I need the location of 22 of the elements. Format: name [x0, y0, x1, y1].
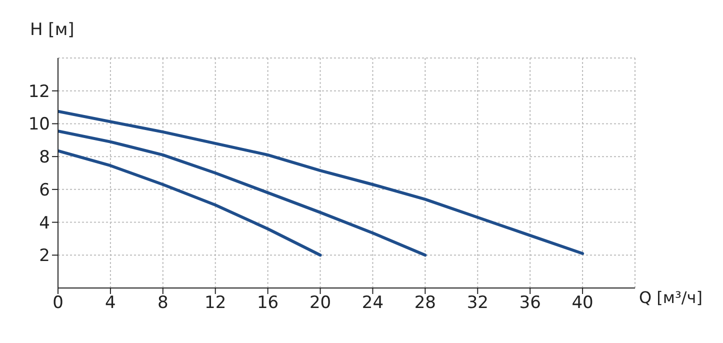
- x-tick-label: 28: [414, 293, 436, 314]
- y-tick-label: 2: [39, 246, 50, 266]
- x-tick-label: 20: [309, 293, 332, 314]
- y-tick-label: 4: [39, 213, 50, 234]
- x-axis-title: Q [м³/ч]: [639, 288, 702, 307]
- y-tick-label: 10: [28, 114, 50, 135]
- y-tick-label: 12: [28, 82, 50, 102]
- x-tick-label: 0: [52, 293, 64, 314]
- line-series: [58, 110, 584, 255]
- x-tick-label: 40: [572, 293, 594, 314]
- x-tick-label: 4: [105, 293, 116, 314]
- x-tick-label: 16: [257, 293, 279, 314]
- y-tick-label: 6: [39, 180, 50, 200]
- y-tick-label: 8: [39, 148, 50, 168]
- x-tick-label: 8: [157, 293, 168, 314]
- x-tick-label: 24: [362, 293, 384, 314]
- line-series: [58, 130, 427, 257]
- x-tick-label: 12: [204, 293, 226, 314]
- x-tick-label: 32: [466, 293, 488, 314]
- x-tick-label: 36: [519, 293, 541, 314]
- y-axis-title: H [м]: [30, 20, 74, 40]
- line-series: [58, 149, 322, 257]
